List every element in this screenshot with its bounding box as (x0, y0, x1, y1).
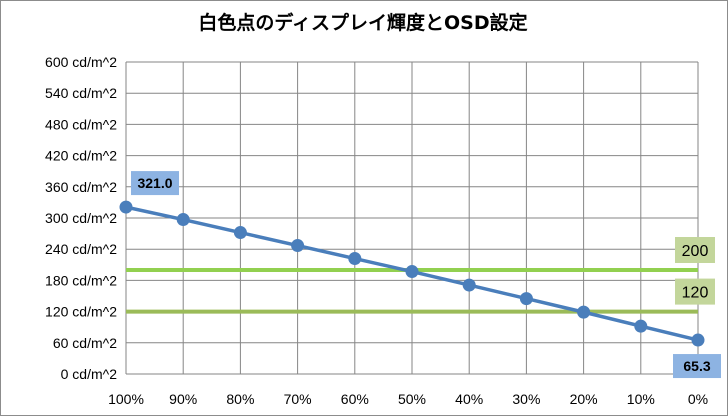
x-tick-label: 70% (284, 391, 312, 407)
reference-label: 120 (682, 285, 709, 302)
data-point (634, 319, 648, 333)
reference-label-box (675, 237, 715, 263)
gridlines (125, 61, 699, 375)
series-line (119, 200, 705, 347)
x-tick-label: 60% (341, 391, 369, 407)
y-tick-label: 300 cd/m^2 (45, 210, 117, 226)
y-tick-label: 0 cd/m^2 (61, 366, 118, 382)
chart-title: 白色点のディスプレイ輝度とOSD設定 (198, 11, 527, 34)
data-point (691, 333, 705, 347)
data-point (119, 200, 133, 214)
reference-label-box (675, 278, 715, 305)
x-axis-tick-labels: 100% 90% 80% 70% 60% 50% 40% 30% 20% 10% 0% (108, 391, 708, 407)
data-point (577, 305, 591, 319)
data-point (405, 265, 419, 279)
x-tick-label: 50% (398, 391, 426, 407)
y-tick-label: 420 cd/m^2 (45, 148, 117, 164)
data-point (348, 252, 362, 266)
y-tick-label: 480 cd/m^2 (45, 116, 117, 132)
data-point (291, 239, 305, 253)
x-tick-label: 80% (226, 391, 254, 407)
data-point (233, 226, 247, 240)
x-tick-label: 100% (108, 391, 144, 407)
y-tick-label: 120 cd/m^2 (45, 304, 117, 320)
y-tick-label: 60 cd/m^2 (53, 335, 117, 351)
x-tick-label: 30% (512, 391, 540, 407)
x-tick-label: 20% (570, 391, 598, 407)
data-label: 321.0 (137, 175, 172, 191)
data-label: 65.3 (683, 358, 710, 374)
x-tick-label: 90% (169, 391, 197, 407)
data-label-box (131, 171, 179, 196)
y-tick-label: 360 cd/m^2 (45, 179, 117, 195)
x-tick-label: 40% (455, 391, 483, 407)
data-point (462, 278, 476, 292)
data-point (176, 213, 190, 227)
reference-label: 200 (682, 243, 709, 260)
x-tick-label: 0% (688, 391, 708, 407)
y-tick-label: 600 cd/m^2 (45, 54, 117, 70)
y-tick-label: 180 cd/m^2 (45, 272, 117, 288)
data-point (519, 292, 533, 306)
y-tick-label: 540 cd/m^2 (45, 85, 117, 101)
y-tick-label: 240 cd/m^2 (45, 241, 117, 257)
data-label-box (673, 354, 721, 379)
y-axis-tick-labels: 0 cd/m^2 60 cd/m^2 120 cd/m^2 180 cd/m^2 240… (45, 54, 117, 382)
x-tick-label: 10% (627, 391, 655, 407)
data-labels: 321.0 65.3 (131, 171, 721, 379)
reference-lines: 200 120 (126, 237, 715, 314)
